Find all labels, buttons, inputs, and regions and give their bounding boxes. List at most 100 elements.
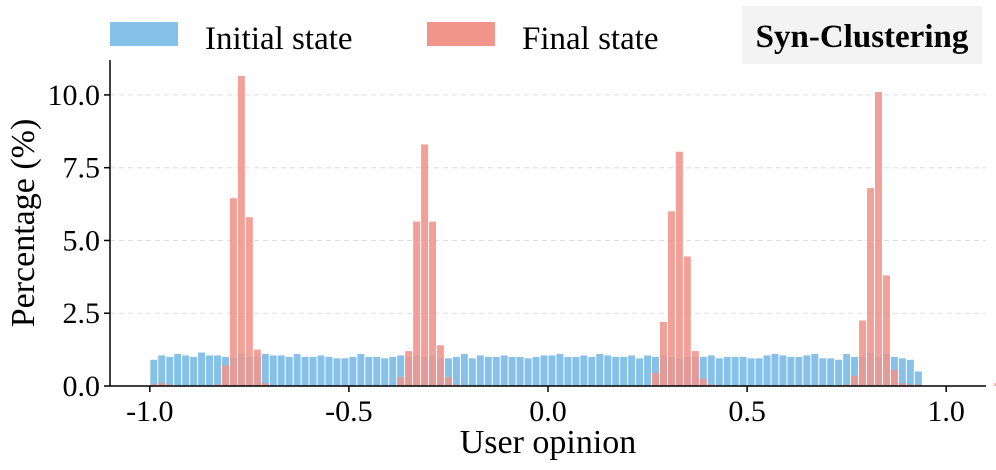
bar bbox=[221, 365, 229, 386]
bar bbox=[731, 356, 739, 386]
y-tick-label: 5.0 bbox=[63, 224, 101, 257]
legend-swatch-final bbox=[427, 22, 495, 46]
bar bbox=[803, 355, 811, 386]
bar bbox=[644, 355, 652, 386]
bar bbox=[652, 372, 659, 386]
legend: Initial state Final state bbox=[110, 21, 659, 57]
bar bbox=[421, 144, 429, 386]
bar bbox=[835, 359, 843, 386]
bar bbox=[158, 355, 166, 386]
bar bbox=[747, 358, 755, 386]
bar bbox=[166, 356, 174, 386]
bar bbox=[707, 355, 715, 386]
bar bbox=[636, 358, 644, 386]
bar bbox=[405, 351, 413, 386]
y-tick-label: 2.5 bbox=[63, 297, 101, 330]
bar bbox=[867, 188, 875, 386]
bar bbox=[317, 355, 325, 386]
bar bbox=[564, 356, 572, 386]
y-tick-label: 7.5 bbox=[63, 152, 101, 185]
bar bbox=[890, 369, 898, 386]
bar bbox=[652, 356, 659, 386]
bar bbox=[508, 356, 516, 386]
bar bbox=[882, 275, 890, 386]
bar bbox=[628, 355, 636, 386]
bar bbox=[365, 356, 373, 386]
bar bbox=[779, 355, 787, 386]
x-tick-label: 0.5 bbox=[728, 395, 766, 428]
bar bbox=[229, 198, 237, 386]
bar bbox=[460, 353, 468, 386]
bar bbox=[516, 356, 524, 386]
bar bbox=[548, 355, 556, 386]
bar bbox=[492, 356, 500, 386]
bar bbox=[468, 358, 476, 386]
bar bbox=[452, 356, 460, 386]
x-axis-label: User opinion bbox=[460, 424, 637, 461]
bar bbox=[182, 355, 190, 386]
bar bbox=[596, 353, 604, 386]
bar bbox=[484, 356, 492, 386]
bar bbox=[556, 353, 564, 386]
bar bbox=[699, 378, 707, 386]
bar bbox=[620, 356, 628, 386]
bar bbox=[150, 359, 158, 386]
gridlines bbox=[110, 94, 986, 314]
bar bbox=[325, 356, 333, 386]
y-ticks: 0.0 2.5 5.0 7.5 10.0 bbox=[48, 79, 110, 403]
series-initial-bars bbox=[150, 352, 922, 386]
bar bbox=[476, 355, 484, 386]
bar bbox=[994, 383, 996, 386]
scenario-badge: Syn-Clustering bbox=[742, 6, 982, 64]
x-tick-label: -0.5 bbox=[325, 395, 373, 428]
bar bbox=[245, 217, 253, 386]
bar bbox=[811, 353, 819, 386]
badge-text: Syn-Clustering bbox=[756, 19, 969, 55]
x-tick-label: 1.0 bbox=[927, 395, 965, 428]
bar bbox=[341, 358, 349, 386]
x-ticks: -1.0 -0.5 0.0 0.5 1.0 bbox=[126, 386, 965, 428]
x-tick-label: -1.0 bbox=[126, 395, 174, 428]
bar bbox=[667, 211, 675, 386]
bar bbox=[851, 375, 859, 386]
bar bbox=[437, 345, 444, 386]
bar bbox=[580, 355, 588, 386]
bar bbox=[898, 358, 906, 386]
bar bbox=[763, 355, 771, 386]
bar bbox=[500, 355, 508, 386]
legend-label-initial: Initial state bbox=[205, 21, 353, 57]
bar bbox=[691, 351, 699, 386]
bar bbox=[532, 356, 540, 386]
bar bbox=[429, 221, 437, 386]
bar bbox=[444, 377, 452, 386]
bar bbox=[389, 356, 397, 386]
bar bbox=[524, 358, 532, 386]
bar bbox=[333, 358, 341, 386]
bar bbox=[795, 356, 803, 386]
bar bbox=[293, 353, 301, 386]
bar bbox=[373, 356, 381, 386]
bar bbox=[898, 383, 906, 386]
bar bbox=[723, 356, 731, 386]
bar bbox=[397, 355, 405, 386]
bar bbox=[214, 355, 221, 386]
bar bbox=[715, 358, 723, 386]
bar bbox=[397, 377, 405, 386]
bar bbox=[612, 356, 620, 386]
bar bbox=[413, 221, 421, 386]
y-tick-label: 0.0 bbox=[63, 370, 101, 403]
bar bbox=[819, 358, 827, 386]
bar bbox=[174, 353, 182, 386]
bar bbox=[198, 352, 206, 386]
bar bbox=[906, 359, 914, 386]
badge-background bbox=[742, 6, 982, 64]
y-axis-label: Percentage (%) bbox=[5, 119, 42, 328]
bar bbox=[675, 151, 683, 386]
bar bbox=[659, 321, 667, 386]
bar bbox=[444, 358, 452, 386]
bar bbox=[261, 383, 269, 386]
bar bbox=[604, 355, 612, 386]
bar bbox=[914, 371, 922, 386]
legend-swatch-initial bbox=[110, 22, 178, 46]
